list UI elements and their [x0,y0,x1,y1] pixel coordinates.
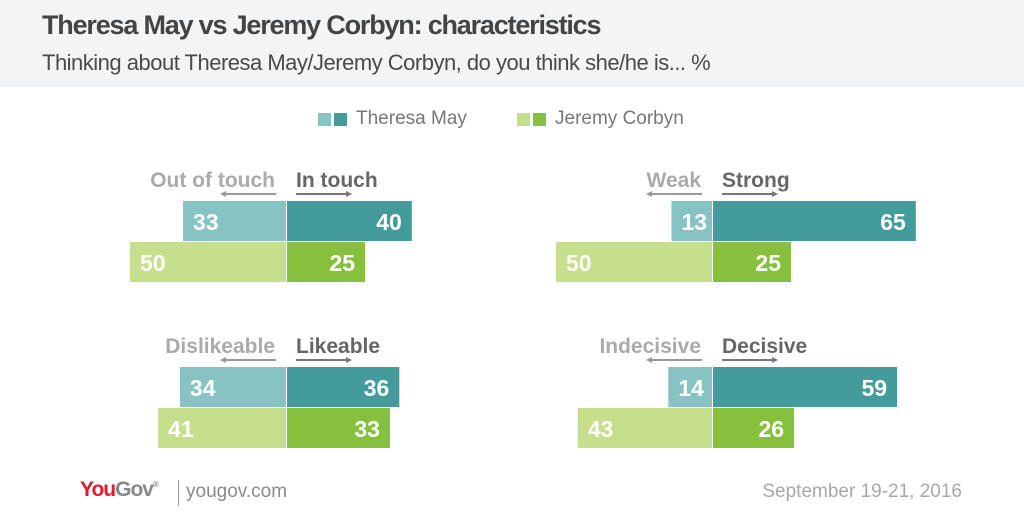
bar-value-label-negative: 43 [588,416,614,442]
positive-category-label: In touch [296,169,378,192]
bar-value-label-positive: 26 [759,416,785,442]
bar-negative [671,201,712,241]
footer-url[interactable]: yougov.com [186,481,288,502]
bar-negative [183,201,286,241]
legend-swatch-negative [517,112,530,126]
header: Theresa May vs Jeremy Corbyn: characteri… [0,0,1024,87]
negative-category-label: Dislikeable [165,335,275,358]
positive-category-label: Decisive [722,335,807,358]
bar-positive [713,367,898,407]
positive-category-label: Likeable [296,335,380,358]
bar-value-label-positive: 25 [329,250,355,276]
bar-value-label-negative: 33 [193,209,219,235]
logo-gov: Gov [115,478,154,501]
bar-value-label-negative: 13 [681,209,707,235]
bar-value-label-positive: 33 [354,416,380,442]
bar-value-label-negative: 34 [190,375,216,401]
positive-category-label: Strong [722,169,790,192]
left-arrowhead-icon [220,191,226,197]
legend-label: Theresa May [356,108,467,129]
chart-title: Theresa May vs Jeremy Corbyn: characteri… [42,10,602,40]
logo-registered-mark: ® [152,480,159,489]
legend-item-jeremy-corbyn: Jeremy Corbyn [517,108,684,130]
footer-divider [178,480,179,506]
bar-value-label-positive: 40 [376,209,402,235]
bar-negative [556,242,712,282]
bar-value-label-positive: 25 [755,250,781,276]
left-arrowhead-icon [646,357,652,363]
chart-subtitle: Thinking about Theresa May/Jeremy Corbyn… [42,50,711,75]
legend: Theresa May Jeremy Corbyn [0,108,1024,132]
right-arrowhead-icon [346,191,352,197]
legend-swatch-negative [318,112,331,126]
legend-label: Jeremy Corbyn [555,108,684,129]
bar-negative [130,242,286,282]
bar-value-label-negative: 50 [140,250,166,276]
bar-value-label-positive: 36 [364,375,390,401]
negative-category-label: Weak [647,169,702,192]
bar-positive [713,201,916,241]
bar-negative [577,408,712,448]
bar-value-label-negative: 50 [566,250,592,276]
bar-negative [668,367,712,407]
bar-positive [287,367,400,407]
yougov-logo: YouGov® [80,478,159,502]
right-arrowhead-icon [346,357,352,363]
negative-category-label: Indecisive [599,335,701,358]
negative-category-label: Out of touch [150,169,275,192]
bar-positive [713,242,791,282]
legend-swatch-positive [533,112,546,126]
bar-negative [179,367,286,407]
bar-positive [287,242,365,282]
bar-positive [287,201,412,241]
bar-negative [158,408,286,448]
legend-swatch-positive [334,112,347,126]
bar-value-label-negative: 14 [678,375,704,401]
right-arrowhead-icon [772,191,778,197]
footer-date: September 19-21, 2016 [762,481,962,502]
bar-value-label-positive: 65 [880,209,906,235]
left-arrowhead-icon [220,357,226,363]
right-arrowhead-icon [772,357,778,363]
logo-you: You [80,478,116,501]
bar-value-label-negative: 41 [168,416,194,442]
bar-value-label-positive: 59 [861,375,887,401]
legend-item-theresa-may: Theresa May [318,108,467,130]
left-arrowhead-icon [646,191,652,197]
bar-positive [287,408,390,448]
bar-positive [713,408,795,448]
